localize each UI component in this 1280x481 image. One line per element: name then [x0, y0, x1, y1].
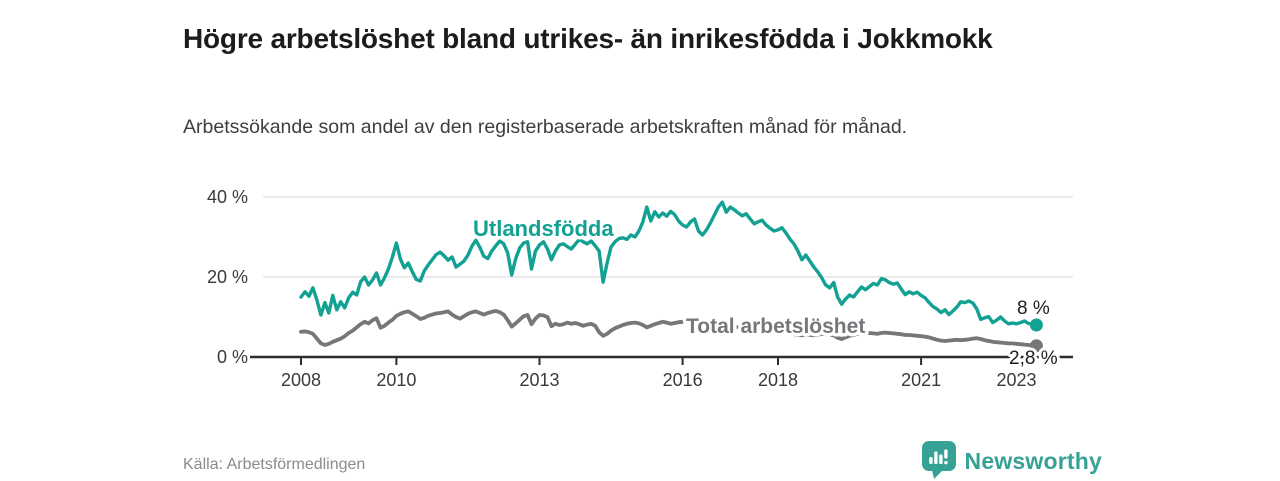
y-axis-tick-labels: 0 % 20 % 40 % [207, 187, 248, 367]
x-axis-ticks: 2008 2010 2013 2016 2018 2021 2023 [281, 357, 1037, 390]
x-tick-label: 2008 [281, 370, 321, 390]
total-end-value-label: 2,8 % [1009, 348, 1058, 369]
x-tick-label: 2016 [663, 370, 703, 390]
brand-logo: Newsworthy [921, 441, 1102, 481]
x-tick-label: 2018 [758, 370, 798, 390]
total-end-dot [1029, 339, 1043, 353]
y-tick-label: 40 % [207, 187, 248, 207]
brand-name: Newsworthy [964, 447, 1102, 474]
gridlines [263, 196, 1073, 278]
utlandsfodda-line [299, 200, 1039, 327]
utlandsfodda-series-label: Utlandsfödda [473, 216, 614, 241]
total-arbetsloshet-line [299, 309, 1039, 348]
total-arbetsloshet-series-label: Total arbetslöshet [686, 315, 865, 338]
utlandsfodda-end-dot [1029, 318, 1043, 332]
x-tick-label: 2023 [996, 370, 1036, 390]
x-tick-label: 2010 [376, 370, 416, 390]
y-tick-label: 0 % [217, 347, 248, 367]
x-tick-label: 2013 [519, 370, 559, 390]
source-note: Källa: Arbetsförmedlingen [183, 456, 366, 473]
utlandsfodda-end-value-label: 8 % [1017, 298, 1050, 319]
bar-chart-speech-bubble-icon [921, 441, 956, 479]
page-subtitle: Arbetssökande som andel av den registerb… [183, 115, 908, 138]
y-tick-label: 20 % [207, 267, 248, 287]
x-tick-label: 2021 [901, 370, 941, 390]
page-title: Högre arbetslöshet bland utrikes- än inr… [183, 22, 993, 54]
